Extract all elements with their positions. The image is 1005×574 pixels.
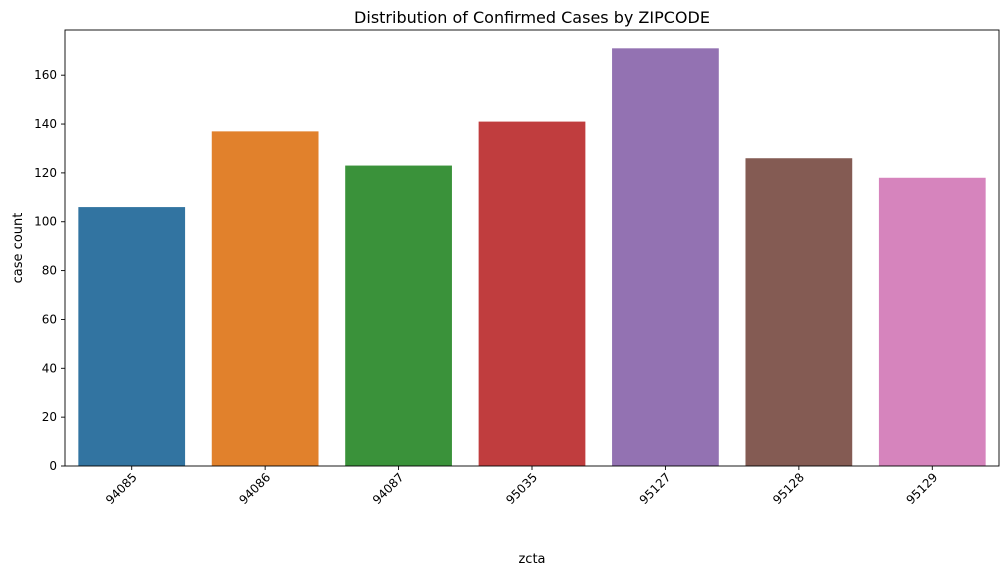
bar-95127 — [612, 48, 719, 466]
bar-94086 — [211, 131, 319, 466]
y-tick-label: 140 — [34, 117, 57, 131]
y-tick-label: 80 — [42, 264, 57, 278]
y-tick-label: 0 — [49, 459, 57, 473]
x-tick-label: 95035 — [503, 470, 540, 507]
x-tick-label: 94087 — [370, 470, 407, 507]
y-axis: 0 20 40 60 80 100 120 140 160 — [34, 68, 65, 473]
x-tick-label: 94086 — [236, 470, 273, 507]
y-axis-label: case count — [11, 213, 26, 284]
y-tick-label: 100 — [34, 215, 57, 229]
y-tick-label: 120 — [34, 166, 57, 180]
plot-frame — [64, 29, 1000, 467]
chart-title: Distribution of Confirmed Cases by ZIPCO… — [354, 8, 710, 27]
x-tick-label: 95129 — [904, 470, 941, 507]
x-tick-label: 95127 — [637, 470, 674, 507]
x-axis: 94085 94086 94087 95035 95127 95128 95129 — [103, 466, 940, 507]
x-tick-label: 94085 — [103, 470, 140, 507]
x-axis-label: zcta — [518, 552, 545, 567]
y-tick-label: 60 — [42, 312, 57, 326]
y-tick-label: 40 — [42, 361, 57, 375]
x-tick-label: 95128 — [770, 470, 807, 507]
bar-95128 — [745, 158, 853, 466]
bar-95129 — [878, 177, 986, 466]
bar-94085 — [78, 207, 186, 466]
bar-94087 — [345, 165, 452, 466]
bar-95035 — [478, 121, 586, 466]
y-tick-label: 160 — [34, 68, 57, 82]
y-tick-label: 20 — [42, 410, 57, 424]
bars-group — [78, 48, 986, 466]
